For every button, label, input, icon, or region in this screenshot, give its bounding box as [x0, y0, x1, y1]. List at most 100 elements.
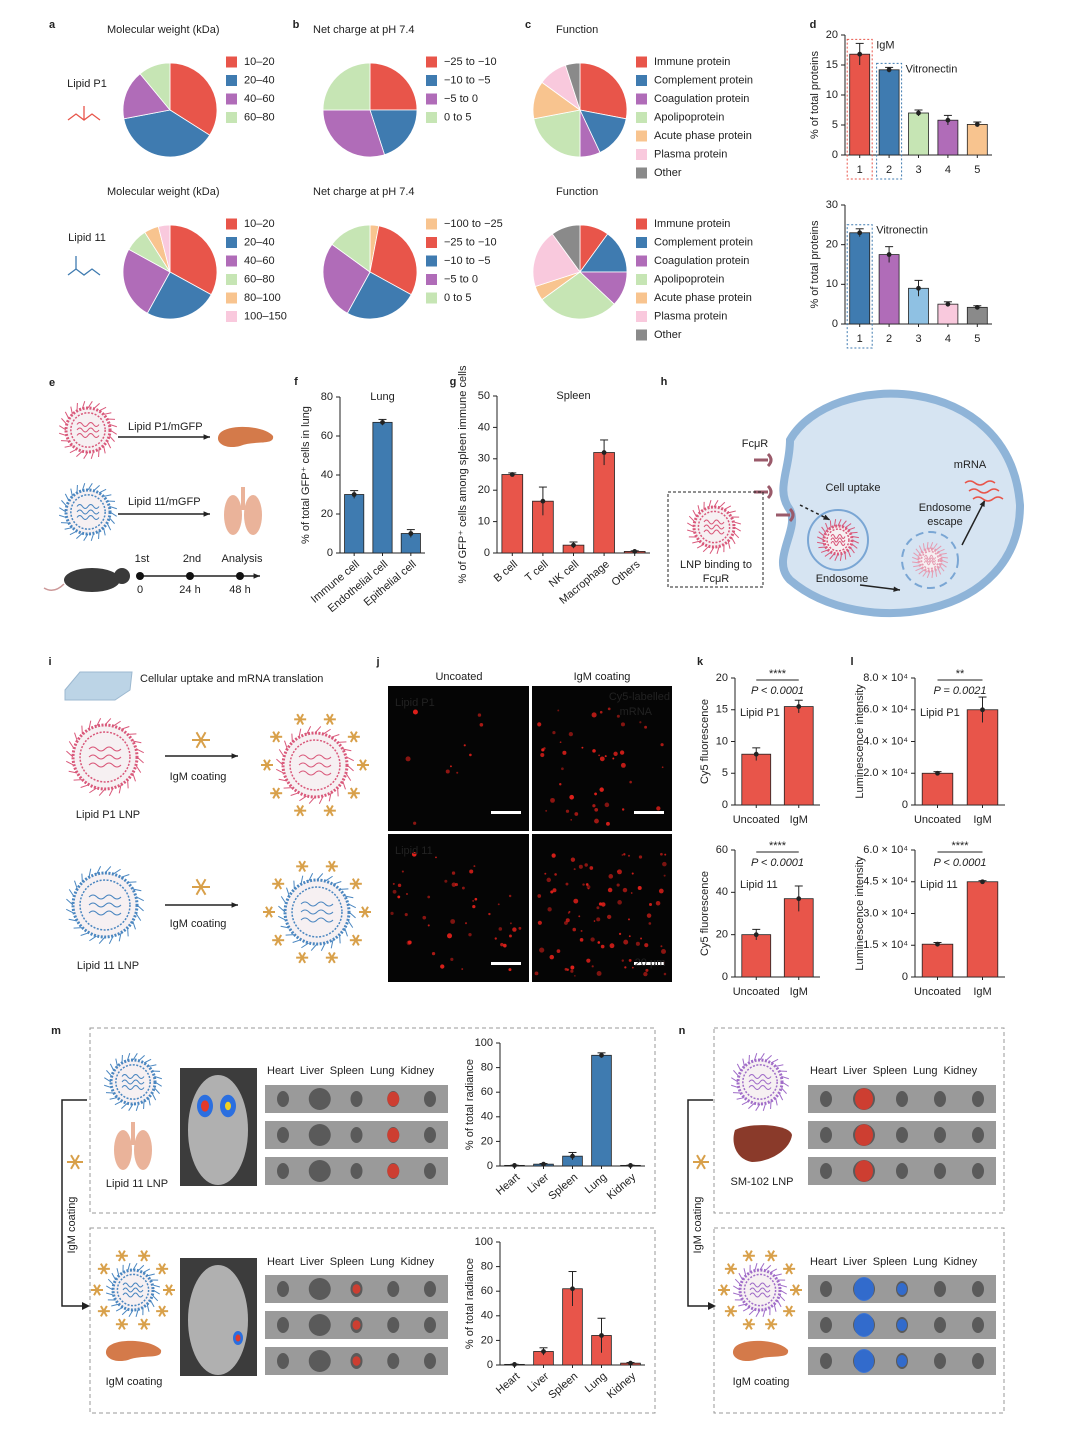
fluorescence-spot: [539, 947, 545, 953]
igm-icon: [91, 1284, 103, 1296]
lnp-inner: [79, 731, 131, 783]
organ: [896, 1091, 908, 1107]
igm-arm: [118, 1250, 126, 1262]
fluorescence-spot: [537, 722, 542, 727]
lnp-tail: [104, 1077, 112, 1083]
error-dot: [945, 117, 951, 123]
pie-slice: [139, 62, 171, 112]
stain-label: Cy5-labelled: [609, 691, 670, 703]
igm-icon: [323, 804, 336, 817]
p-value: P < 0.0001: [751, 685, 804, 697]
y-tick-label: 0: [902, 799, 908, 811]
arrow-head: [823, 514, 830, 520]
y-tick-label: 30: [826, 199, 838, 211]
organ: [424, 1163, 436, 1179]
legend-swatch: [226, 218, 237, 230]
mrna: [749, 1282, 771, 1288]
mrna: [968, 488, 1000, 494]
organ-signal: [352, 1320, 361, 1330]
legend-label: Coagulation protein: [654, 255, 749, 267]
error-bar: [914, 109, 923, 116]
lnp-tail: [118, 932, 122, 942]
igm-icon: [742, 1318, 755, 1330]
column-label: Uncoated: [435, 671, 482, 683]
igm-icon: [359, 906, 371, 918]
error-bar: [568, 1151, 577, 1160]
lnp-icon: [687, 500, 741, 554]
fluorescence-spot: [537, 894, 542, 898]
error-dot: [916, 285, 921, 291]
igm-arm: [785, 1305, 793, 1317]
panel-box: [713, 1227, 1005, 1414]
fluorescence-spot: [639, 721, 642, 724]
fluorescence-spot: [573, 898, 579, 904]
mrna: [298, 770, 332, 776]
error-dot: [601, 450, 607, 455]
fluorescence-spot: [473, 865, 476, 868]
lnp-inner: [115, 1064, 151, 1100]
lnp-tail: [328, 792, 332, 802]
timeline-time: 0: [137, 584, 143, 596]
legend-swatch: [636, 274, 647, 285]
fluorescence-spot: [392, 889, 397, 894]
stain-label: mRNA: [620, 706, 653, 718]
legend-swatch: [426, 218, 437, 230]
organ: [896, 1163, 908, 1179]
pie-slice: [146, 271, 212, 320]
lnp-tail: [98, 488, 107, 494]
lnp-tail: [759, 1053, 765, 1061]
fluorescence-spot: [643, 971, 648, 977]
error-dot: [886, 67, 892, 73]
legend-swatch: [226, 311, 237, 322]
organ: [820, 1353, 832, 1369]
legend-swatch: [226, 93, 237, 105]
fluorescence-spot: [556, 949, 561, 953]
bar: [937, 119, 959, 156]
fluorescence-spot: [660, 852, 663, 856]
legend-label: −25 to −10: [444, 236, 497, 248]
legend-label: −100 to −25: [444, 218, 503, 230]
mrna: [88, 902, 122, 908]
fluorescence-spot: [509, 922, 512, 925]
organ: [972, 1091, 984, 1107]
fluorescence-spot: [655, 900, 661, 906]
legend-label: Apolipoprotein: [654, 111, 724, 123]
igm-arm: [696, 1154, 706, 1170]
organ: [308, 1278, 331, 1300]
arrow-head: [203, 511, 210, 517]
fluorescence-spot: [594, 818, 599, 824]
lnp-icon: [106, 1263, 160, 1317]
igm-icon: [156, 1263, 169, 1275]
igm-arm: [327, 951, 336, 964]
lnp-tail: [142, 1268, 151, 1274]
fluorescence-spot: [591, 712, 597, 718]
y-axis-label: Cy5 fluorescence: [699, 699, 711, 784]
fluorescence-spot: [631, 966, 634, 969]
igm-arm: [265, 906, 273, 918]
lnp-tail: [154, 1075, 162, 1080]
x-tick-label: IgM: [790, 986, 808, 998]
y-tick-label: 0: [327, 547, 333, 559]
igm-arm: [272, 787, 281, 799]
fluorescence-spot: [604, 802, 610, 808]
error-dot: [599, 1333, 604, 1338]
fluorescence-spot: [552, 888, 557, 893]
y-tick-label: 40: [478, 421, 490, 433]
lnp-tail: [833, 519, 837, 527]
igm-icon: [783, 1263, 796, 1275]
significance: ****: [769, 668, 787, 680]
igm-icon: [718, 1284, 730, 1296]
lnp-tail: [73, 927, 83, 929]
mrna: [76, 504, 100, 509]
y-tick-label: 20: [716, 672, 728, 684]
igm-icon: [97, 1263, 110, 1275]
lnp-inner: [920, 550, 940, 570]
annotation: IgM: [876, 39, 894, 51]
legend-label: 20–40: [244, 236, 275, 248]
fluorescence-spot: [619, 750, 625, 755]
lnp-tail: [118, 784, 122, 794]
lnp-tail: [153, 1087, 160, 1094]
fluorescence-spot: [628, 958, 632, 962]
organ-header: Kidney: [401, 1256, 435, 1268]
panel-letter: b: [293, 19, 300, 31]
